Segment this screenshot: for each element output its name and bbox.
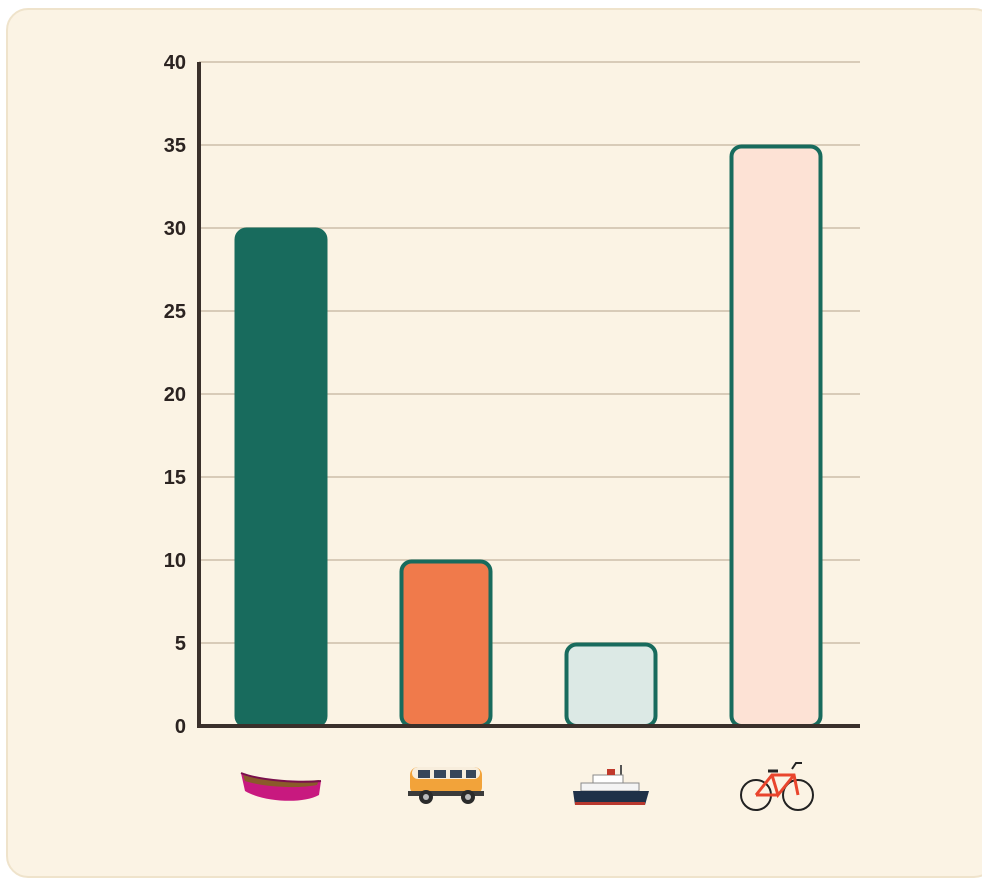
y-tick-label: 15 [164, 467, 186, 489]
bar-bicycle [729, 144, 823, 728]
bar-ferry [564, 642, 658, 728]
van-icon [408, 767, 484, 804]
bars [234, 144, 823, 728]
bicycle-icon [740, 762, 814, 811]
y-tick-label: 0 [175, 716, 186, 738]
axes [197, 62, 860, 728]
y-tick-label: 10 [164, 550, 186, 572]
y-tick-label: 5 [175, 633, 186, 655]
y-tick-label: 35 [164, 135, 186, 157]
y-tick-label: 20 [164, 384, 186, 406]
y-tick-labels: 0 5 10 15 20 25 30 35 40 [164, 52, 186, 738]
ferry-icon [573, 765, 649, 805]
y-tick-label: 40 [164, 52, 186, 74]
y-tick-label: 25 [164, 301, 186, 323]
bar-van [399, 559, 493, 728]
bar-canoe [234, 227, 328, 728]
canoe-icon [240, 772, 322, 801]
y-tick-label: 30 [164, 218, 186, 240]
